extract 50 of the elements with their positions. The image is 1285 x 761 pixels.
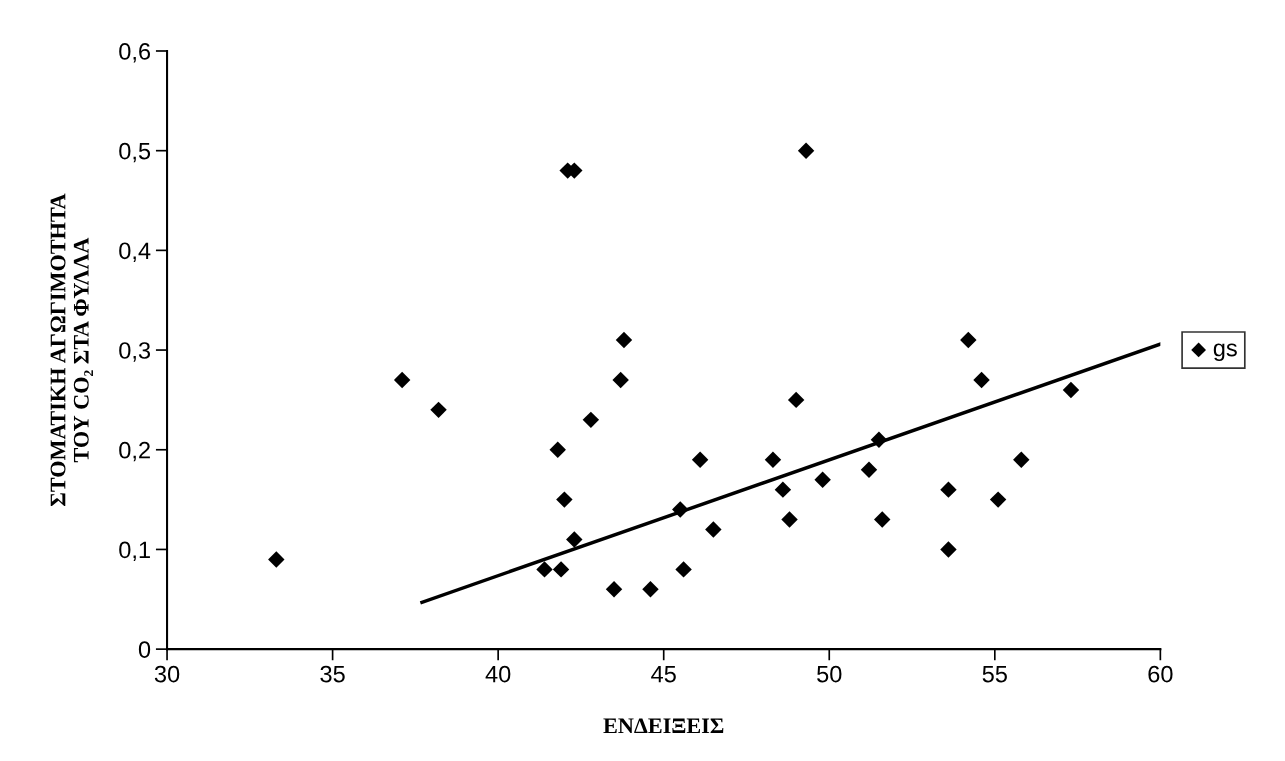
point bbox=[1062, 381, 1080, 399]
point bbox=[672, 501, 689, 518]
point bbox=[605, 581, 623, 598]
y-tick-label: 0,2 bbox=[119, 441, 150, 462]
point bbox=[642, 581, 659, 598]
point bbox=[675, 561, 692, 578]
point bbox=[268, 551, 285, 568]
x-axis-title: ΕΝΔΕΙΞΕΙΣ bbox=[603, 718, 724, 734]
point bbox=[556, 491, 573, 508]
point bbox=[536, 561, 553, 578]
x-tick-label: 30 bbox=[154, 665, 180, 683]
point bbox=[960, 331, 977, 349]
y-tick-label: 0,6 bbox=[119, 43, 151, 63]
y-axis-title: ΣΤΟΜΑΤΙΚΗ ΑΓΩΓΙΜΟΤΗΤΑ ΤΟΥ CO₂ ΣΤΑ ΦΥΛΛΑ bbox=[50, 193, 93, 506]
point bbox=[582, 411, 600, 429]
x-tick-label: 60 bbox=[1148, 665, 1173, 683]
point bbox=[940, 481, 957, 498]
x-tick-label: 45 bbox=[651, 665, 676, 683]
point bbox=[860, 461, 878, 478]
point bbox=[615, 331, 633, 349]
point bbox=[870, 431, 888, 448]
point bbox=[393, 371, 411, 389]
point bbox=[814, 471, 831, 488]
point bbox=[973, 371, 990, 389]
point bbox=[764, 451, 782, 468]
x-tick-label: 40 bbox=[485, 665, 511, 683]
point bbox=[989, 491, 1007, 508]
x-tick-label: 50 bbox=[817, 665, 842, 683]
point bbox=[566, 531, 583, 548]
point bbox=[612, 371, 629, 389]
x-tick-label: 55 bbox=[982, 665, 1007, 683]
y-tick-label: 0,3 bbox=[119, 342, 151, 362]
point bbox=[705, 521, 722, 538]
y-tick-label: 0,1 bbox=[119, 541, 150, 562]
x-tick-label: 35 bbox=[320, 665, 345, 683]
point bbox=[787, 391, 805, 409]
point bbox=[691, 451, 709, 468]
y-tick-label: 0,4 bbox=[119, 242, 151, 262]
point bbox=[430, 401, 447, 419]
y-tick-label: 0,5 bbox=[119, 142, 151, 163]
point bbox=[797, 142, 815, 159]
point bbox=[552, 561, 570, 578]
point bbox=[874, 511, 891, 528]
point bbox=[549, 441, 566, 458]
point bbox=[1013, 451, 1030, 468]
y-tick-label: 0 bbox=[138, 641, 151, 658]
point bbox=[940, 541, 957, 558]
legend-label: gs bbox=[1213, 343, 1237, 362]
point bbox=[774, 481, 792, 498]
point bbox=[781, 511, 798, 528]
